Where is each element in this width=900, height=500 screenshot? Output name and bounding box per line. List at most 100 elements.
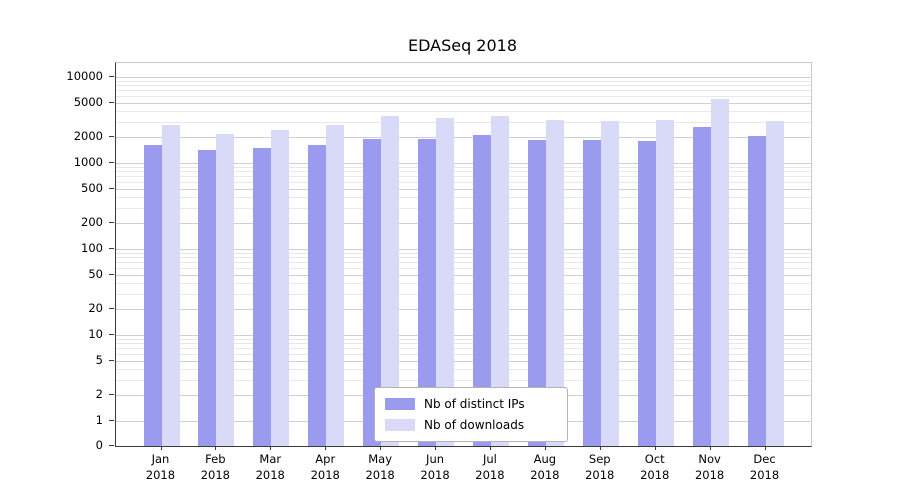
bar-may-downloads xyxy=(381,116,400,446)
bar-apr-downloads xyxy=(326,124,345,446)
bar-dec-downloads xyxy=(765,120,784,446)
x-tick-label: Aug 2018 xyxy=(530,452,560,482)
gridline xyxy=(116,163,811,164)
gridline xyxy=(116,102,811,104)
gridline xyxy=(116,268,811,270)
x-tick-label: Mar 2018 xyxy=(255,452,285,482)
y-tick-mark xyxy=(109,136,114,138)
gridline xyxy=(116,309,811,311)
bar-aug-distinct-ips xyxy=(527,140,546,446)
gridline xyxy=(116,252,811,254)
x-tick-label: Dec 2018 xyxy=(749,452,780,482)
y-tick-mark xyxy=(109,394,114,396)
chart-title: EDASeq 2018 xyxy=(407,36,518,55)
x-tick-mark xyxy=(270,446,272,450)
y-tick-mark xyxy=(109,308,114,310)
x-tick-label: May 2018 xyxy=(365,452,395,482)
gridline xyxy=(116,90,811,92)
y-tick-label: 5000 xyxy=(73,94,103,109)
y-tick-label: 10 xyxy=(88,327,103,341)
bar-dec-distinct-ips xyxy=(747,136,766,446)
y-tick-mark xyxy=(109,222,114,224)
x-tick-mark xyxy=(764,446,766,450)
y-tick-label: 5 xyxy=(95,352,103,367)
x-tick-mark xyxy=(709,446,711,450)
gridline xyxy=(116,249,811,250)
legend-swatch-distinct-ips xyxy=(385,398,415,410)
x-tick-label: Sep 2018 xyxy=(585,452,615,482)
x-axis: Jan 2018 Feb 2018 Mar 2018 Apr 2018 May 2018… xyxy=(115,445,810,493)
gridline xyxy=(116,85,811,87)
legend: Nb of distinct IPs Nb of downloads xyxy=(374,387,568,442)
x-tick-label: Jan 2018 xyxy=(145,452,176,482)
x-tick-mark xyxy=(435,446,436,450)
gridline xyxy=(116,338,811,340)
bar-feb-downloads xyxy=(216,133,235,446)
y-tick-mark xyxy=(109,187,114,189)
x-tick-mark xyxy=(599,446,601,450)
gridline xyxy=(116,137,811,139)
y-tick-mark xyxy=(109,334,114,335)
bar-oct-downloads xyxy=(655,120,674,446)
gridline xyxy=(116,369,811,371)
gridline xyxy=(116,197,811,199)
y-tick-mark xyxy=(109,359,114,361)
x-tick-label: Oct 2018 xyxy=(640,452,670,482)
plot-area xyxy=(115,62,812,447)
bar-jan-distinct-ips xyxy=(143,145,162,446)
y-tick-label: 2 xyxy=(95,387,103,402)
bar-aug-downloads xyxy=(545,120,564,446)
gridline xyxy=(116,343,811,345)
gridline xyxy=(116,360,811,362)
y-tick-label: 2000 xyxy=(73,129,103,144)
y-tick-label: 100 xyxy=(81,241,103,255)
gridline xyxy=(116,294,811,295)
x-tick-mark xyxy=(160,446,162,450)
x-tick-label: Jul 2018 xyxy=(475,452,505,482)
y-tick-label: 50 xyxy=(88,266,103,281)
bar-mar-distinct-ips xyxy=(253,147,272,446)
gridline xyxy=(116,283,811,285)
x-tick-label: Nov 2018 xyxy=(694,452,725,482)
y-axis: 0 1 2 5 10 20 50 100 200 500 1000 2000 5000 10000 xyxy=(0,62,115,457)
legend-swatch-downloads xyxy=(385,419,415,431)
gridline xyxy=(116,166,811,168)
y-tick-mark xyxy=(109,248,114,249)
bar-feb-distinct-ips xyxy=(198,150,217,446)
legend-label-downloads: Nb of downloads xyxy=(424,418,525,432)
x-tick-label: Jun 2018 xyxy=(420,452,450,482)
y-tick-label: 200 xyxy=(81,215,103,230)
gridline xyxy=(116,77,811,78)
gridline xyxy=(116,111,811,113)
gridline xyxy=(116,335,811,336)
gridline xyxy=(116,182,811,184)
y-tick-mark xyxy=(109,420,114,421)
y-tick-mark xyxy=(109,162,114,163)
gridline xyxy=(116,122,811,123)
gridline xyxy=(116,171,811,173)
legend-label-distinct-ips: Nb of distinct IPs xyxy=(424,397,525,411)
y-tick-mark xyxy=(109,273,114,275)
x-tick-mark xyxy=(215,446,217,450)
gridline xyxy=(116,274,811,276)
y-tick-label: 20 xyxy=(88,301,103,316)
y-tick-mark xyxy=(109,445,114,446)
bar-jun-downloads xyxy=(436,118,454,446)
x-tick-mark xyxy=(544,446,546,450)
y-tick-label: 0 xyxy=(95,438,103,452)
gridline xyxy=(116,380,811,381)
gridline xyxy=(116,262,811,264)
bar-sep-downloads xyxy=(600,121,619,446)
x-tick-mark xyxy=(654,446,656,450)
gridline xyxy=(116,223,811,225)
x-tick-mark xyxy=(490,446,491,450)
x-tick-label: Apr 2018 xyxy=(310,452,340,482)
gridline xyxy=(116,348,811,350)
legend-item-distinct-ips: Nb of distinct IPs xyxy=(385,395,557,413)
gridline xyxy=(116,176,811,178)
bar-apr-distinct-ips xyxy=(308,145,327,446)
gridline xyxy=(116,208,811,209)
y-tick-label: 10000 xyxy=(66,69,103,83)
gridline xyxy=(116,80,811,82)
